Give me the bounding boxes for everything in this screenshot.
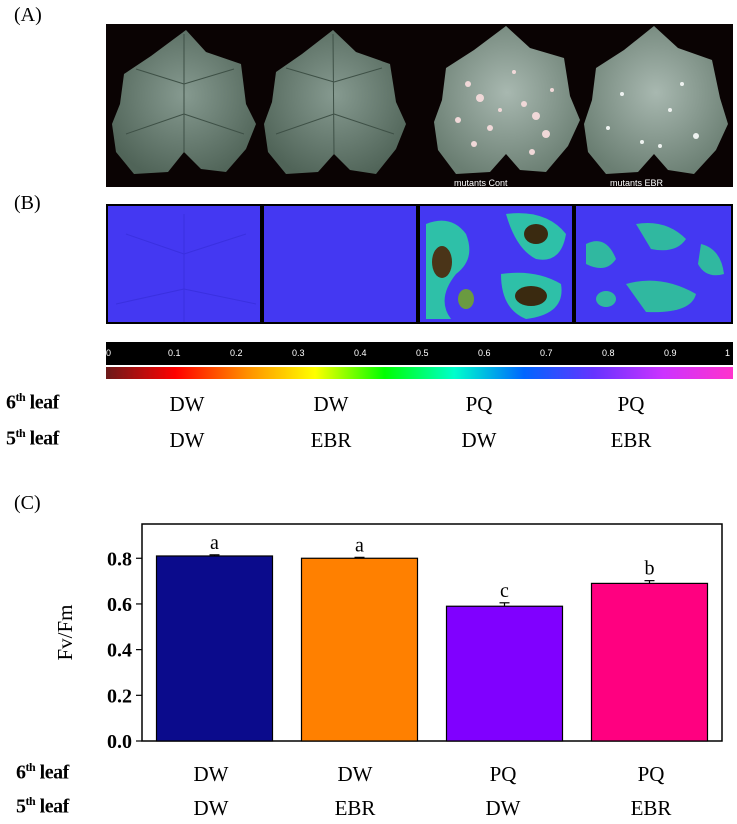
bar: [300, 557, 419, 742]
scale-tick-label: 0.3: [292, 348, 305, 358]
fluor-image-2: [264, 206, 416, 322]
fluorescence-images: [108, 206, 731, 322]
leaf-photo-strip: [106, 24, 733, 187]
significance-letter: b: [645, 558, 655, 580]
c-sixth-3: PQ: [489, 762, 517, 786]
c-fifth-4: EBR: [630, 796, 672, 820]
scale-tick-label: 1: [725, 348, 731, 358]
c-sixth-2: DW: [337, 762, 373, 786]
c-sixth-leaf-label: 6th leaf: [16, 760, 69, 784]
panel-b-label: (B): [14, 192, 41, 214]
b-sixth-3: PQ: [465, 392, 493, 416]
scale-tick-label: 0.8: [602, 348, 615, 358]
b-fifth-leaf-label: 5th leaf: [6, 426, 59, 450]
y-tick-label: 0.8: [107, 548, 132, 570]
scale-tick-label: 0.1: [168, 348, 181, 358]
y-tick-label: 0.0: [107, 731, 132, 753]
leaf-2: [264, 30, 406, 174]
leaf-1: [112, 30, 256, 174]
scale-tick-label: 0.9: [664, 348, 677, 358]
scale-tick-label: 0.2: [230, 348, 243, 358]
panel-c-label: (C): [14, 492, 41, 514]
panel-a-label: (A): [14, 4, 42, 26]
scale-gradient: [106, 367, 733, 379]
scale-tick-label: 0.4: [354, 348, 367, 358]
leaf-3: [434, 26, 580, 174]
significance-letter: a: [210, 532, 219, 554]
c-fifth-2: EBR: [334, 796, 376, 820]
c-sixth-1: DW: [193, 762, 229, 786]
fluor-damage-4: [586, 223, 724, 313]
c-fifth-leaf-label: 5th leaf: [16, 794, 69, 818]
leaf-photos: [112, 26, 728, 174]
y-tick-label: 0.4: [107, 640, 132, 662]
c-fifth-3: DW: [485, 796, 521, 820]
scale-tick-label: 0: [106, 348, 112, 358]
scale-ticks-bg: [106, 342, 733, 365]
b-sixth-leaf-label: 6th leaf: [6, 390, 59, 414]
y-tick-label: 0.2: [107, 685, 132, 707]
significance-letter: c: [500, 580, 509, 602]
scale-tick-label: 0.6: [478, 348, 491, 358]
b-sixth-4: PQ: [617, 392, 645, 416]
b-fifth-1: DW: [169, 428, 205, 452]
bar: [155, 555, 274, 742]
leaf-caption-ebr: mutants EBR: [610, 178, 664, 188]
b-fifth-4: EBR: [610, 428, 652, 452]
bar: [445, 605, 564, 742]
c-fifth-1: DW: [193, 796, 229, 820]
b-fifth-2: EBR: [310, 428, 352, 452]
plot-frame: [141, 523, 723, 742]
leaf-caption-cont: mutants Cont: [454, 178, 508, 188]
c-sixth-4: PQ: [637, 762, 665, 786]
y-tick-label: 0.6: [107, 594, 132, 616]
b-sixth-2: DW: [313, 392, 349, 416]
b-sixth-1: DW: [169, 392, 205, 416]
y-axis-label: Fv/Fm: [53, 604, 77, 660]
scale-tick-label: 0.7: [540, 348, 553, 358]
significance-letter: a: [355, 534, 364, 556]
bar: [590, 582, 709, 742]
b-fifth-3: DW: [461, 428, 497, 452]
leaf-4: [584, 26, 728, 174]
color-scale-bar: 0 0.1 0.2 0.3 0.4 0.5 0.6 0.7 0.8 0.9 1: [106, 342, 733, 380]
scale-tick-label: 0.5: [416, 348, 429, 358]
fluorescence-strip: [106, 204, 733, 324]
fluor-damage-3: [426, 213, 566, 319]
